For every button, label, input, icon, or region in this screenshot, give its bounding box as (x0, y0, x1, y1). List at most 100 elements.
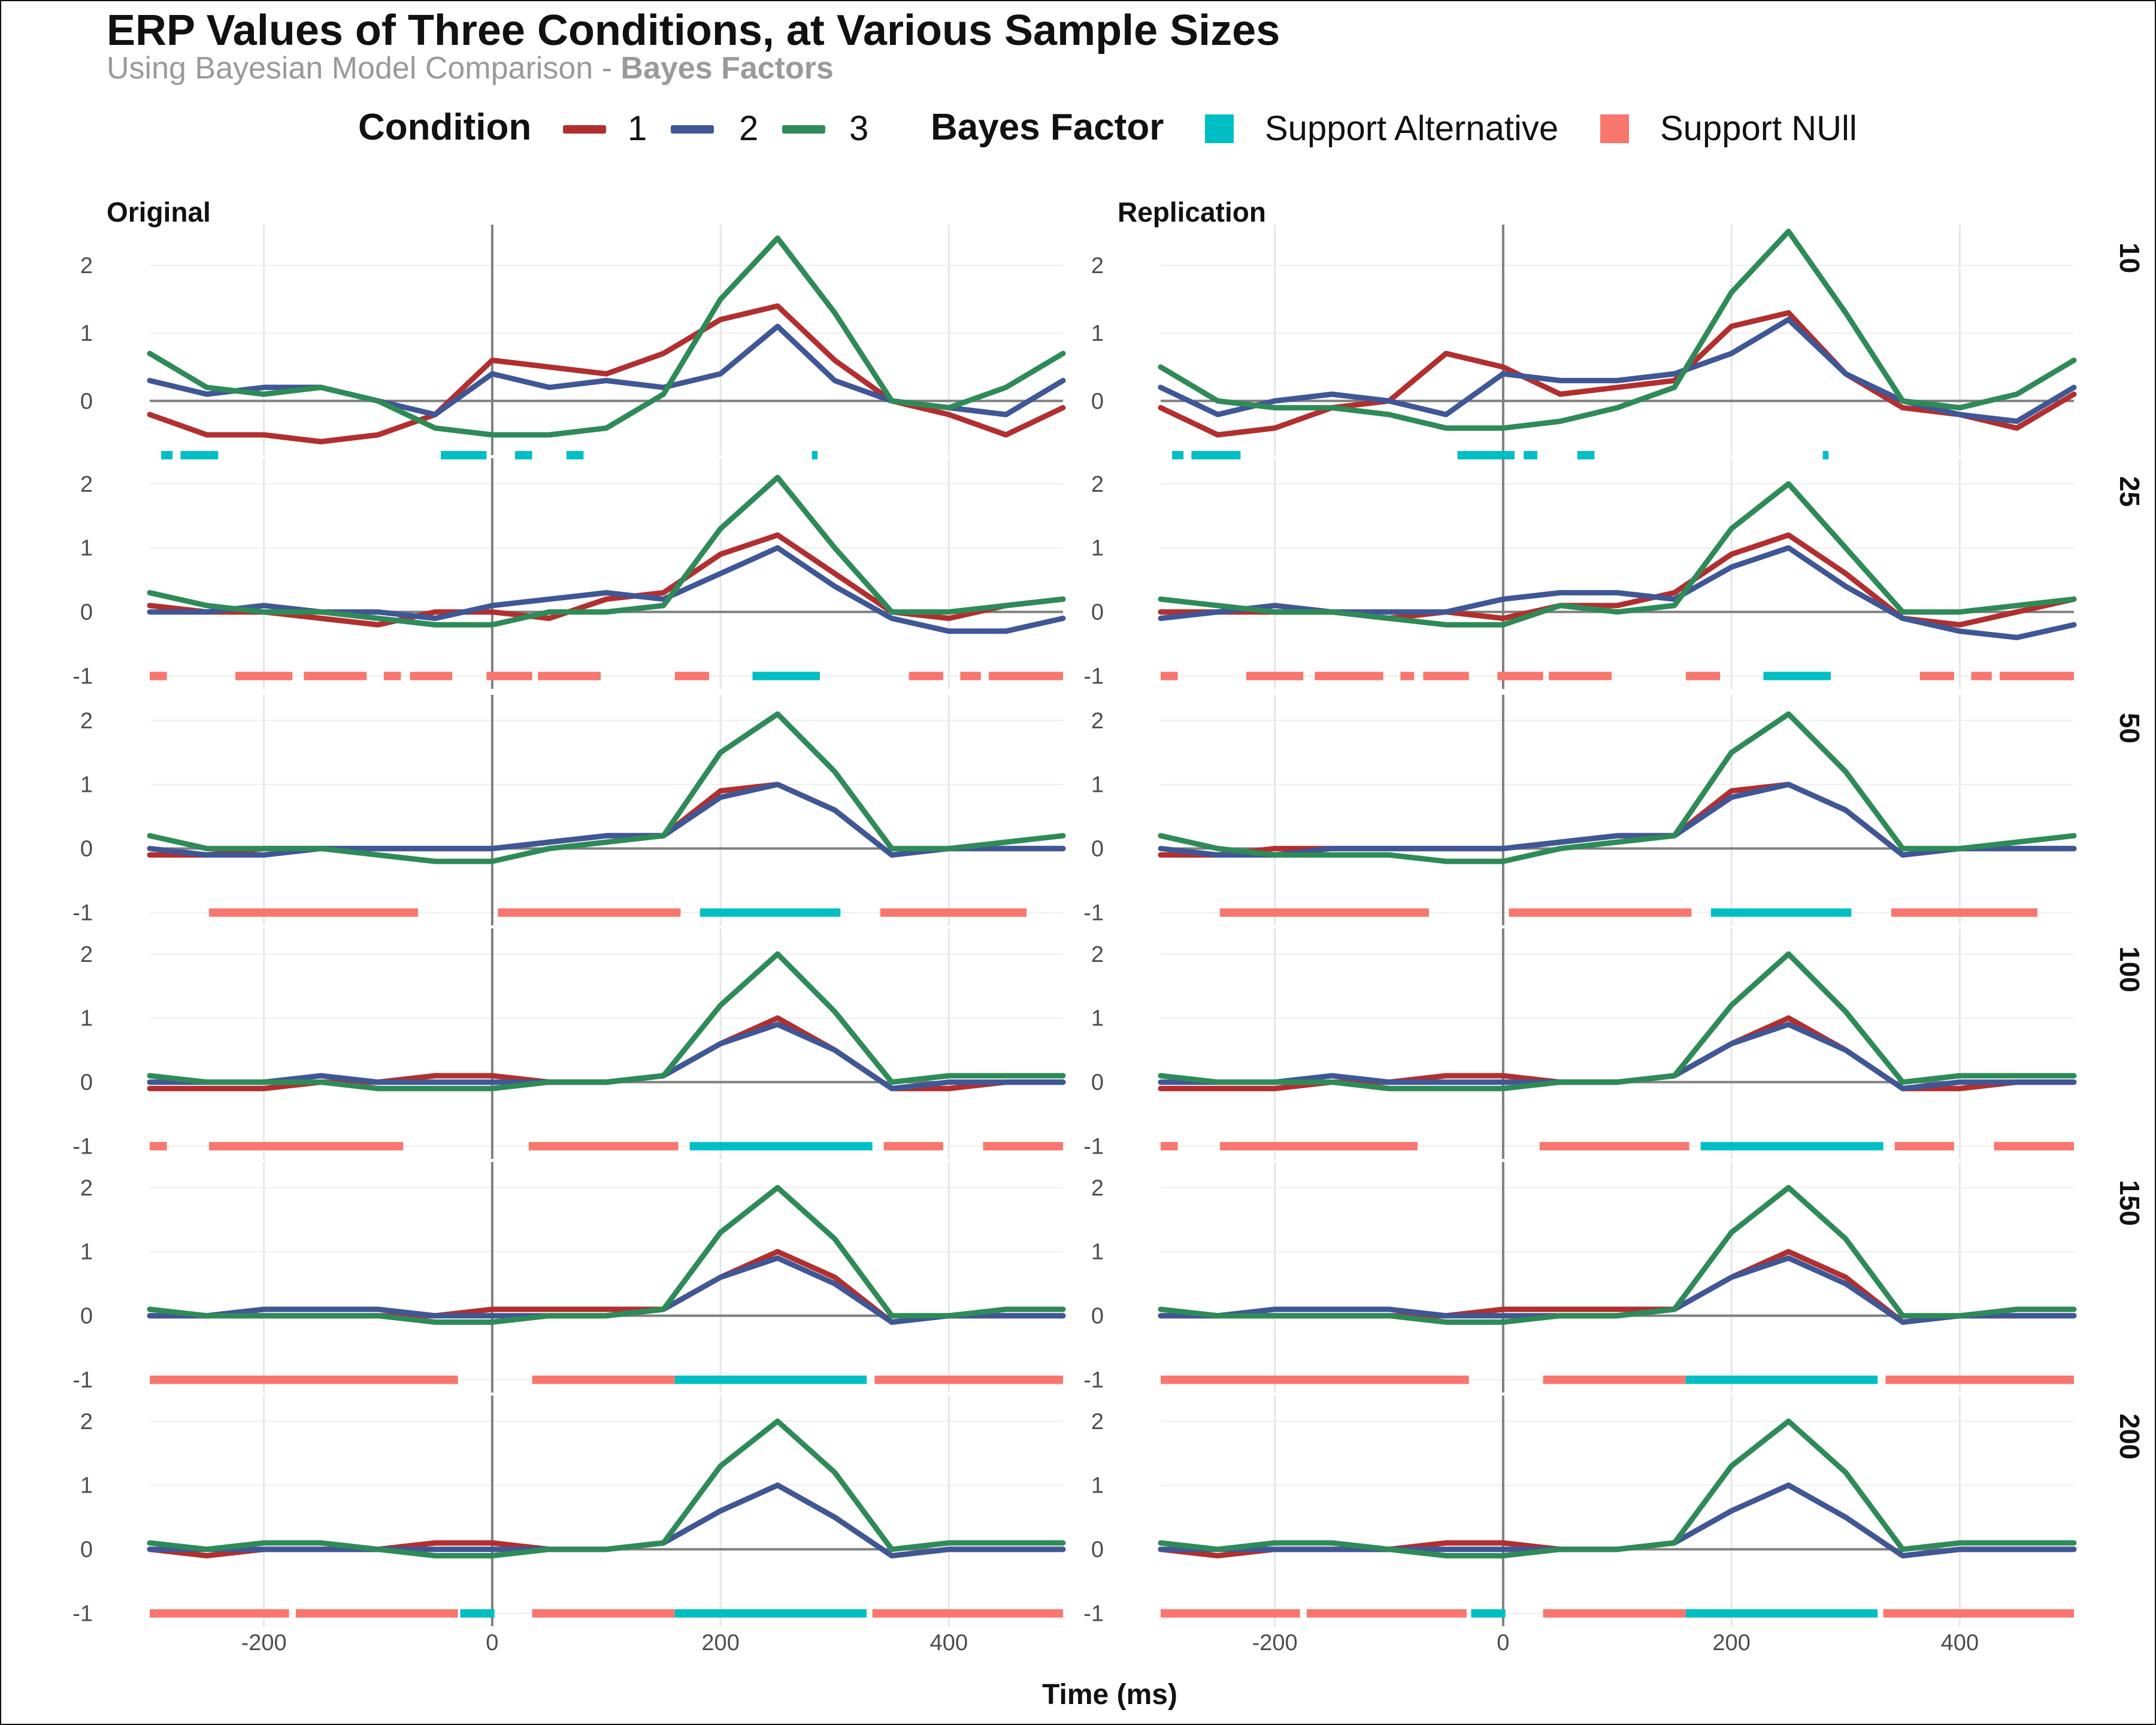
x-tick-label: -200 (241, 1630, 287, 1656)
y-tick-label: 0 (80, 1304, 93, 1329)
y-tick-label: 1 (80, 321, 93, 346)
y-tick-label: 2 (80, 709, 93, 734)
y-tick-label: -1 (72, 1602, 93, 1627)
panel-replication-200 (1158, 1396, 2077, 1626)
x-tick-label: 400 (930, 1630, 968, 1656)
panel-original-200 (147, 1396, 1066, 1626)
y-tick-label: 1 (1091, 1240, 1104, 1265)
legend-condition-title: Condition (358, 107, 532, 148)
panel-replication-50 (1158, 695, 2077, 925)
y-tick-label: 2 (1091, 1176, 1104, 1201)
subtitle-text: Using Bayesian Model Comparison - (107, 51, 621, 86)
y-tick-label: -1 (1083, 1134, 1104, 1160)
chart-title: ERP Values of Three Conditions, at Vario… (107, 7, 1280, 55)
row-strip-label: 50 (2114, 713, 2145, 743)
legend-label-2: 2 (739, 109, 759, 148)
legend-bf-title: Bayes Factor (931, 107, 1164, 148)
row-strip-label: 25 (2114, 476, 2145, 507)
y-tick-label: -1 (72, 1368, 93, 1393)
y-tick-label: 0 (1091, 389, 1104, 414)
y-tick-label: 0 (1091, 1070, 1104, 1095)
legend-line-1 (563, 125, 606, 134)
row-strip-label: 100 (2114, 946, 2145, 992)
x-tick-label: 0 (1497, 1630, 1509, 1656)
x-tick-label: 400 (1941, 1630, 1979, 1656)
column-strip-label: Original (107, 196, 211, 228)
legend: Condition 1 2 3 Bayes Factor Support Alt… (0, 105, 2156, 153)
panel-replication-10 (1158, 225, 2077, 459)
series-line-3 (147, 951, 1066, 1091)
y-tick-label: -1 (72, 901, 93, 926)
chart-subtitle: Using Bayesian Model Comparison - Bayes … (107, 50, 834, 86)
x-tick-label: 200 (1712, 1630, 1750, 1656)
y-tick-label: 1 (1091, 1006, 1104, 1031)
legend-label-3: 3 (849, 109, 869, 148)
y-tick-label: -1 (1083, 901, 1104, 926)
series-line-3 (1158, 711, 2077, 864)
y-tick-label: 0 (80, 1538, 93, 1563)
series-line-2 (147, 1255, 1066, 1325)
series-line-3 (1158, 951, 2077, 1091)
y-tick-label: 1 (1091, 1473, 1104, 1499)
series-line-3 (147, 1185, 1066, 1325)
y-tick-label: 2 (80, 253, 93, 279)
y-tick-label: -1 (72, 664, 93, 689)
series-line-2 (1158, 545, 2077, 640)
legend-label-null: Support NUll (1660, 109, 1857, 148)
series-line-2 (1158, 1255, 2077, 1325)
legend-line-2 (671, 125, 714, 134)
x-tick-label: -200 (1252, 1630, 1298, 1656)
series-line-3 (147, 711, 1066, 864)
y-tick-label: -1 (1083, 1368, 1104, 1393)
series-line-1 (147, 303, 1066, 444)
series-line-3 (1158, 481, 2077, 628)
y-tick-label: 1 (80, 1240, 93, 1265)
series-line-1 (1158, 310, 2077, 438)
y-tick-label: 1 (1091, 773, 1104, 798)
legend-line-3 (782, 125, 825, 134)
y-tick-label: -1 (1083, 664, 1104, 689)
series-line-3 (1158, 228, 2077, 431)
y-tick-label: 0 (80, 389, 93, 414)
x-tick-label: 0 (486, 1630, 498, 1656)
y-tick-label: 2 (1091, 942, 1104, 967)
y-tick-label: 2 (1091, 472, 1104, 497)
series-line-3 (147, 235, 1066, 438)
legend-key-alternative (1205, 114, 1234, 143)
panel-replication-25 (1158, 458, 2077, 689)
panel-original-10 (147, 225, 1066, 459)
panel-replication-150 (1158, 1162, 2077, 1393)
panel-original-100 (147, 928, 1066, 1159)
series-line-3 (147, 474, 1066, 628)
y-tick-label: 0 (80, 1070, 93, 1095)
series-line-3 (1158, 1418, 2077, 1558)
y-tick-label: 2 (1091, 253, 1104, 279)
y-tick-label: 2 (80, 472, 93, 497)
y-tick-label: 0 (80, 837, 93, 862)
series-line-3 (147, 1418, 1066, 1558)
y-tick-label: 0 (80, 600, 93, 625)
series-line-2 (1158, 782, 2077, 858)
y-tick-label: 1 (1091, 536, 1104, 561)
y-tick-label: 1 (80, 1006, 93, 1031)
column-strip-label: Replication (1118, 196, 1266, 228)
y-tick-label: 1 (1091, 321, 1104, 346)
legend-label-alternative: Support Alternative (1265, 109, 1559, 148)
y-tick-label: 0 (1091, 1538, 1104, 1563)
panel-original-25 (147, 458, 1066, 689)
y-tick-label: -1 (72, 1134, 93, 1160)
y-tick-label: 1 (80, 536, 93, 561)
series-line-2 (147, 545, 1066, 634)
panel-original-50 (147, 695, 1066, 925)
y-tick-label: 0 (1091, 600, 1104, 625)
y-tick-label: 1 (80, 1473, 93, 1499)
y-tick-label: 1 (80, 773, 93, 798)
x-axis-title: Time (ms) (1042, 1679, 1177, 1711)
y-tick-label: 2 (80, 1409, 93, 1435)
y-tick-label: 2 (1091, 709, 1104, 734)
y-tick-label: -1 (1083, 1602, 1104, 1627)
series-line-3 (1158, 1185, 2077, 1325)
row-strip-label: 150 (2114, 1180, 2145, 1226)
